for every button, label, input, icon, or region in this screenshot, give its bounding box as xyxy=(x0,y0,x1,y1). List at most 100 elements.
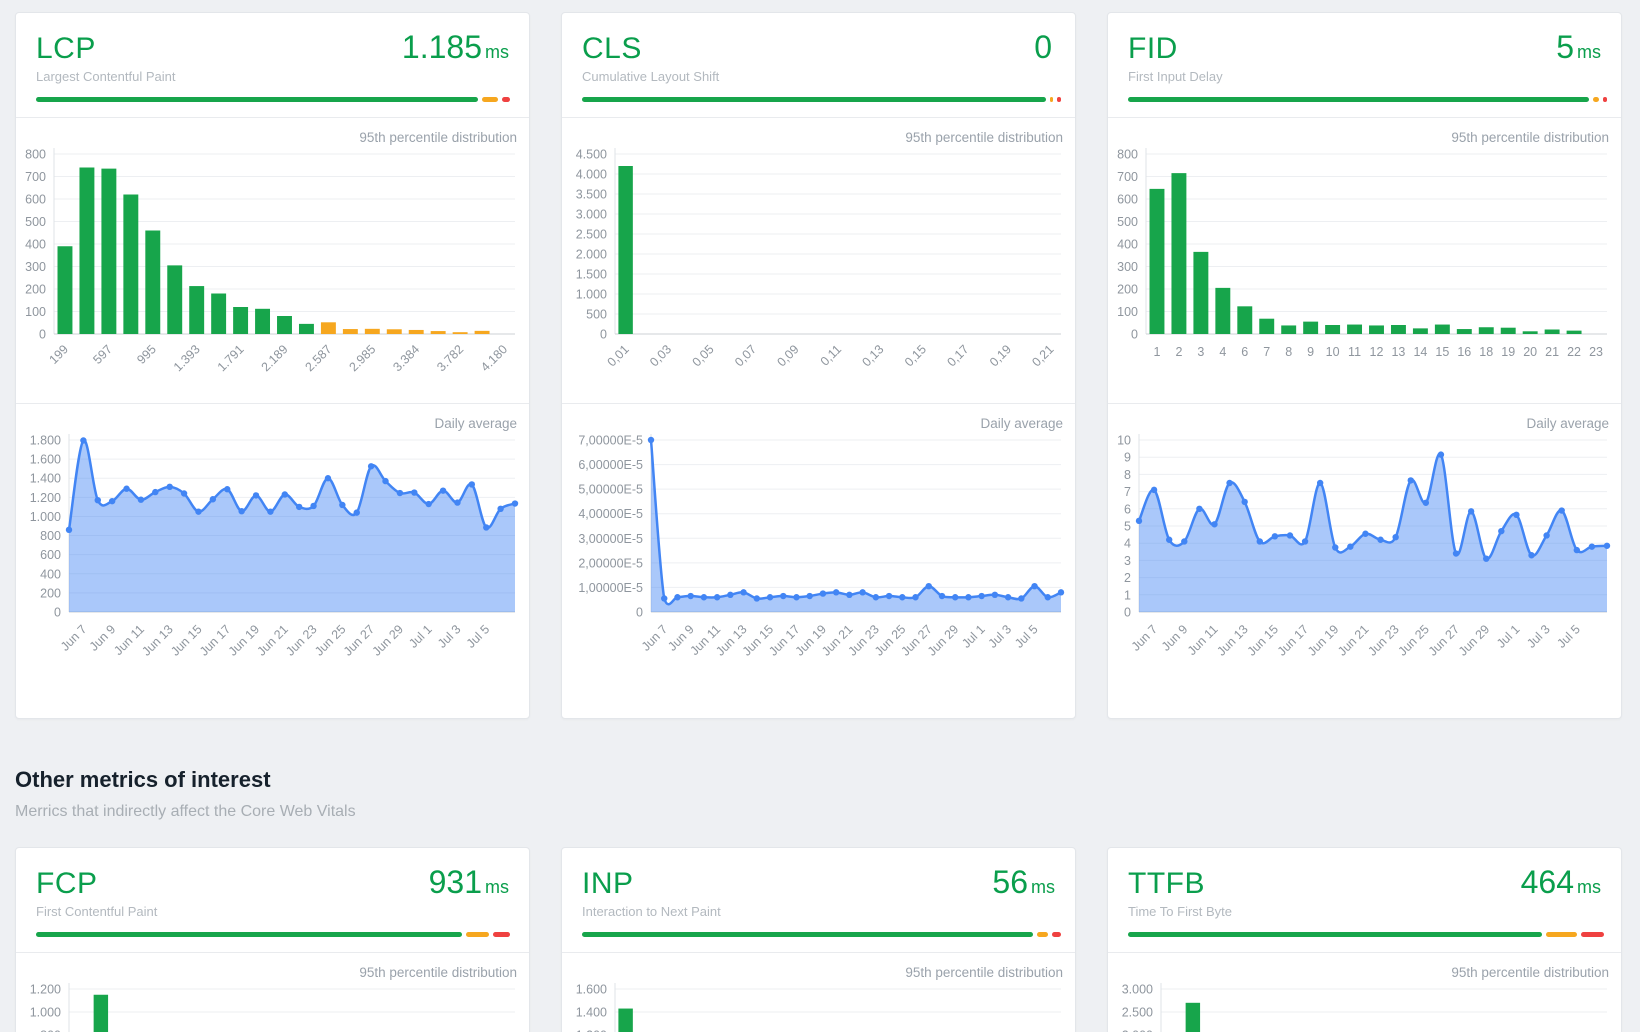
lcp-distribution-chart[interactable]: 95th percentile distribution 800 700 600 500… xyxy=(16,118,529,403)
svg-text:19: 19 xyxy=(1501,345,1515,359)
status-bar xyxy=(1128,932,1605,937)
metric-value: 56 ms xyxy=(992,864,1055,900)
svg-text:1.393: 1.393 xyxy=(171,342,203,374)
metric-header: FID 5 ms First Input Delay xyxy=(1108,13,1621,117)
svg-text:199: 199 xyxy=(46,342,71,367)
core-vitals-row: LCP 1.185 ms Largest Contentful Paint 95t… xyxy=(15,12,1640,719)
svg-text:0,11: 0,11 xyxy=(818,342,844,368)
metric-description: Time To First Byte xyxy=(1128,904,1233,919)
distribution-section: 95th percentile distribution 4.500 4.000 3.… xyxy=(562,117,1075,403)
cls-daily-chart[interactable]: Daily average 7,00000E-5 6,00000E-5 5,00000… xyxy=(562,404,1075,718)
distribution-section: 95th percentile distribution 3.000 2.500 2.… xyxy=(1108,952,1621,1032)
svg-text:3.500: 3.500 xyxy=(576,188,607,202)
metric-value: 0 xyxy=(1034,29,1052,65)
svg-text:1.500: 1.500 xyxy=(576,268,607,282)
svg-text:1.791: 1.791 xyxy=(215,342,247,374)
svg-text:5,00000E-5: 5,00000E-5 xyxy=(578,483,643,497)
svg-text:1.000: 1.000 xyxy=(30,1006,61,1020)
svg-text:Jun 27: Jun 27 xyxy=(341,622,377,658)
svg-text:0,19: 0,19 xyxy=(987,342,1014,369)
svg-text:0: 0 xyxy=(600,328,607,342)
svg-text:Jul 5: Jul 5 xyxy=(464,622,493,651)
metric-description: Cumulative Layout Shift xyxy=(582,69,720,84)
svg-text:15: 15 xyxy=(1435,345,1449,359)
svg-text:1.200: 1.200 xyxy=(30,491,61,505)
metric-description: First Contentful Paint xyxy=(36,904,158,919)
svg-text:13: 13 xyxy=(1391,345,1405,359)
metric-title: FCP xyxy=(36,867,98,900)
lcp-daily-chart[interactable]: Daily average 1.800 1.600 1.400 1.200 1.000 80… xyxy=(16,404,529,718)
svg-text:800: 800 xyxy=(25,148,46,162)
svg-text:7: 7 xyxy=(1263,345,1270,359)
svg-text:1: 1 xyxy=(1124,588,1131,602)
ttfb-distribution-chart[interactable]: 95th percentile distribution 3.000 2.500 2.… xyxy=(1108,953,1621,1032)
svg-text:3.782: 3.782 xyxy=(434,342,466,374)
svg-text:Jul 3: Jul 3 xyxy=(986,622,1015,651)
distribution-section: 95th percentile distribution 1.600 1.400 1.… xyxy=(562,952,1075,1032)
svg-text:Jun 19: Jun 19 xyxy=(226,622,262,658)
svg-text:1,00000E-5: 1,00000E-5 xyxy=(578,581,643,595)
svg-text:Jun 13: Jun 13 xyxy=(139,622,175,658)
svg-text:400: 400 xyxy=(25,238,46,252)
metric-description: First Input Delay xyxy=(1128,69,1223,84)
svg-text:2.000: 2.000 xyxy=(576,248,607,262)
svg-text:Jun 21: Jun 21 xyxy=(1335,622,1371,658)
svg-text:95th percentile distribution: 95th percentile distribution xyxy=(1451,965,1609,980)
svg-text:300: 300 xyxy=(25,260,46,274)
metric-value: 5 ms xyxy=(1556,29,1601,65)
svg-text:Jun 29: Jun 29 xyxy=(1456,622,1492,658)
svg-text:1.400: 1.400 xyxy=(30,472,61,486)
svg-text:95th percentile distribution: 95th percentile distribution xyxy=(905,965,1063,980)
svg-text:700: 700 xyxy=(1117,170,1138,184)
svg-text:3.000: 3.000 xyxy=(1122,983,1153,997)
svg-text:1.600: 1.600 xyxy=(576,983,607,997)
svg-text:Jun 25: Jun 25 xyxy=(312,622,348,658)
svg-text:Jun 29: Jun 29 xyxy=(370,622,406,658)
svg-text:10: 10 xyxy=(1117,434,1131,448)
cls-distribution-chart[interactable]: 95th percentile distribution 4.500 4.000 3.… xyxy=(562,118,1075,403)
svg-text:95th percentile distribution: 95th percentile distribution xyxy=(359,130,517,145)
svg-text:3: 3 xyxy=(1197,345,1204,359)
svg-text:300: 300 xyxy=(1117,260,1138,274)
inp-distribution-chart[interactable]: 95th percentile distribution 1.600 1.400 1.… xyxy=(562,953,1075,1032)
svg-text:3.384: 3.384 xyxy=(390,342,422,374)
svg-text:Jun 27: Jun 27 xyxy=(1426,622,1462,658)
metric-value: 1.185 ms xyxy=(401,29,509,65)
svg-text:0: 0 xyxy=(54,606,61,620)
svg-text:Jun 13: Jun 13 xyxy=(1214,622,1250,658)
metric-card-cls: CLS 0 Cumulative Layout Shift 95th perce… xyxy=(561,12,1076,719)
svg-text:0,21: 0,21 xyxy=(1029,342,1056,369)
svg-text:95th percentile distribution: 95th percentile distribution xyxy=(359,965,517,980)
svg-text:Jun 21: Jun 21 xyxy=(254,622,290,658)
metric-header: FCP 931 ms First Contentful Paint xyxy=(16,848,529,952)
svg-text:9: 9 xyxy=(1307,345,1314,359)
fid-distribution-chart[interactable]: 95th percentile distribution 800 700 600 500… xyxy=(1108,118,1621,403)
status-bar xyxy=(36,932,511,937)
svg-text:Daily average: Daily average xyxy=(980,416,1063,431)
distribution-section: 95th percentile distribution 800 700 600 500… xyxy=(1108,117,1621,403)
svg-text:1.200: 1.200 xyxy=(576,1029,607,1032)
svg-text:Jun 17: Jun 17 xyxy=(1275,622,1311,658)
svg-text:1.200: 1.200 xyxy=(30,983,61,997)
fcp-distribution-chart[interactable]: 95th percentile distribution 1.200 1.000 80… xyxy=(16,953,529,1032)
svg-text:995: 995 xyxy=(134,342,159,367)
svg-text:4: 4 xyxy=(1124,537,1131,551)
svg-text:3.000: 3.000 xyxy=(576,208,607,222)
svg-text:Jun 15: Jun 15 xyxy=(168,622,204,658)
metric-unit: ms xyxy=(485,42,509,62)
svg-text:0,17: 0,17 xyxy=(944,342,971,369)
svg-text:400: 400 xyxy=(40,567,61,581)
metric-header: TTFB 464 ms Time To First Byte xyxy=(1108,848,1621,952)
svg-text:Jul 1: Jul 1 xyxy=(959,622,988,651)
svg-text:0: 0 xyxy=(1131,328,1138,342)
svg-text:6,00000E-5: 6,00000E-5 xyxy=(578,458,643,472)
metric-card-fcp: FCP 931 ms First Contentful Paint 95th pe… xyxy=(15,847,530,1032)
svg-text:16: 16 xyxy=(1457,345,1471,359)
metric-description: Largest Contentful Paint xyxy=(36,69,176,84)
metric-title: FID xyxy=(1128,32,1178,65)
svg-text:600: 600 xyxy=(25,193,46,207)
status-bar xyxy=(582,97,1062,102)
svg-text:Jun 15: Jun 15 xyxy=(1245,622,1281,658)
svg-text:100: 100 xyxy=(1117,305,1138,319)
